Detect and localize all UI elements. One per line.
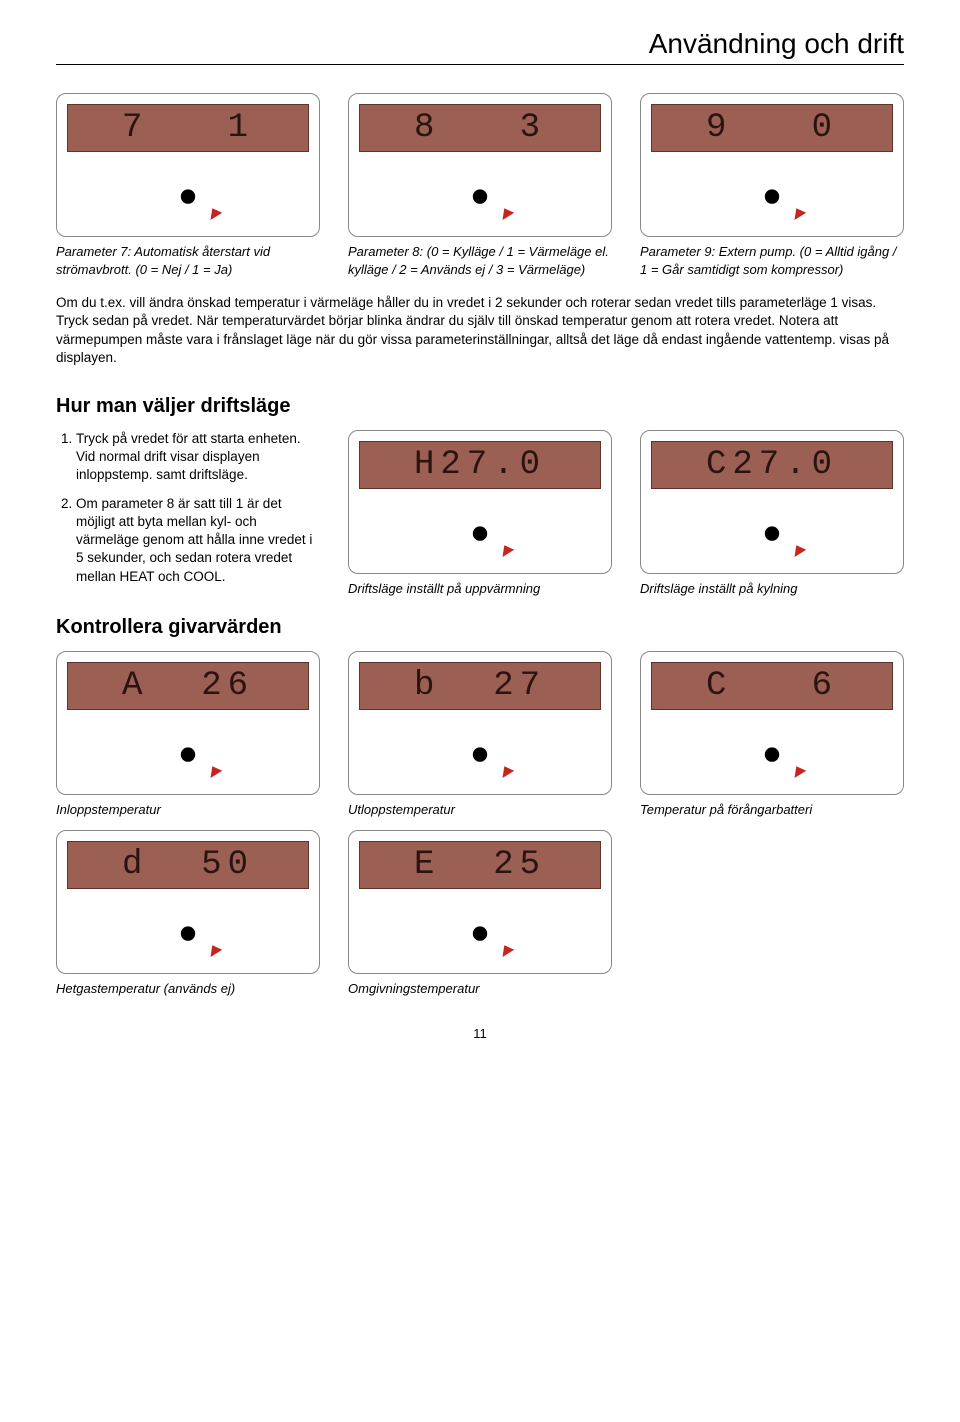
lcd-screen: C 6 bbox=[651, 662, 893, 710]
lcd-value: H27.0 bbox=[414, 446, 546, 484]
display-unit: C27.0 bbox=[640, 430, 904, 574]
lcd-screen: H27.0 bbox=[359, 441, 601, 489]
display-unit: 8 3 bbox=[348, 93, 612, 237]
lcd-value: d 50 bbox=[122, 846, 254, 884]
display-unit: A 26 bbox=[56, 651, 320, 795]
sensor-row-1: A 26 Inloppstemperatur b 27 Utloppstempe… bbox=[56, 651, 904, 819]
dial-icon bbox=[435, 716, 525, 786]
dial-icon bbox=[143, 716, 233, 786]
display-unit: C 6 bbox=[640, 651, 904, 795]
lcd-value: b 27 bbox=[414, 667, 546, 705]
display-unit: E 25 bbox=[348, 830, 612, 974]
lcd-screen: b 27 bbox=[359, 662, 601, 710]
lcd-screen: 7 1 bbox=[67, 104, 309, 152]
lcd-screen: A 26 bbox=[67, 662, 309, 710]
body-paragraph: Om du t.ex. vill ändra önskad temperatur… bbox=[56, 294, 904, 367]
parameter-row: 7 1 Parameter 7: Automatisk återstart vi… bbox=[56, 93, 904, 278]
dial-icon bbox=[143, 158, 233, 228]
mode-instructions: Tryck på vredet för att starta enheten. … bbox=[56, 430, 320, 596]
dial-icon bbox=[143, 895, 233, 965]
lcd-screen: 8 3 bbox=[359, 104, 601, 152]
display-unit: d 50 bbox=[56, 830, 320, 974]
dial-icon bbox=[435, 495, 525, 565]
list-item: Tryck på vredet för att starta enheten. … bbox=[76, 430, 320, 485]
display-unit: b 27 bbox=[348, 651, 612, 795]
lcd-value: C 6 bbox=[706, 667, 838, 705]
lcd-screen: d 50 bbox=[67, 841, 309, 889]
caption: Parameter 8: (0 = Kylläge / 1 = Värmeläg… bbox=[348, 243, 612, 278]
lcd-value: 7 1 bbox=[122, 109, 254, 147]
caption: Temperatur på förångarbatteri bbox=[640, 801, 904, 819]
page-title: Användning och drift bbox=[56, 28, 904, 65]
dial-icon bbox=[435, 895, 525, 965]
display-unit: H27.0 bbox=[348, 430, 612, 574]
dial-icon bbox=[435, 158, 525, 228]
lcd-screen: E 25 bbox=[359, 841, 601, 889]
display-unit: 7 1 bbox=[56, 93, 320, 237]
caption: Omgivningstemperatur bbox=[348, 980, 612, 998]
lcd-screen: C27.0 bbox=[651, 441, 893, 489]
lcd-value: E 25 bbox=[414, 846, 546, 884]
sensor-row-2: d 50 Hetgastemperatur (används ej) E 25 … bbox=[56, 830, 904, 998]
dial-icon bbox=[727, 158, 817, 228]
caption: Parameter 9: Extern pump. (0 = Alltid ig… bbox=[640, 243, 904, 278]
lcd-value: A 26 bbox=[122, 667, 254, 705]
lcd-value: 9 0 bbox=[706, 109, 838, 147]
list-item: Om parameter 8 är satt till 1 är det möj… bbox=[76, 495, 320, 586]
section-heading-sensors: Kontrollera givarvärden bbox=[56, 616, 904, 639]
page-number: 11 bbox=[56, 1026, 904, 1041]
caption: Hetgastemperatur (används ej) bbox=[56, 980, 320, 998]
caption: Inloppstemperatur bbox=[56, 801, 320, 819]
caption: Parameter 7: Automatisk återstart vid st… bbox=[56, 243, 320, 278]
caption: Driftsläge inställt på kylning bbox=[640, 580, 904, 598]
lcd-value: 8 3 bbox=[414, 109, 546, 147]
dial-icon bbox=[727, 495, 817, 565]
lcd-screen: 9 0 bbox=[651, 104, 893, 152]
display-unit: 9 0 bbox=[640, 93, 904, 237]
caption: Utloppstemperatur bbox=[348, 801, 612, 819]
dial-icon bbox=[727, 716, 817, 786]
lcd-value: C27.0 bbox=[706, 446, 838, 484]
section-heading-mode: Hur man väljer driftsläge bbox=[56, 395, 904, 418]
mode-row: Tryck på vredet för att starta enheten. … bbox=[56, 430, 904, 598]
caption: Driftsläge inställt på uppvärmning bbox=[348, 580, 612, 598]
